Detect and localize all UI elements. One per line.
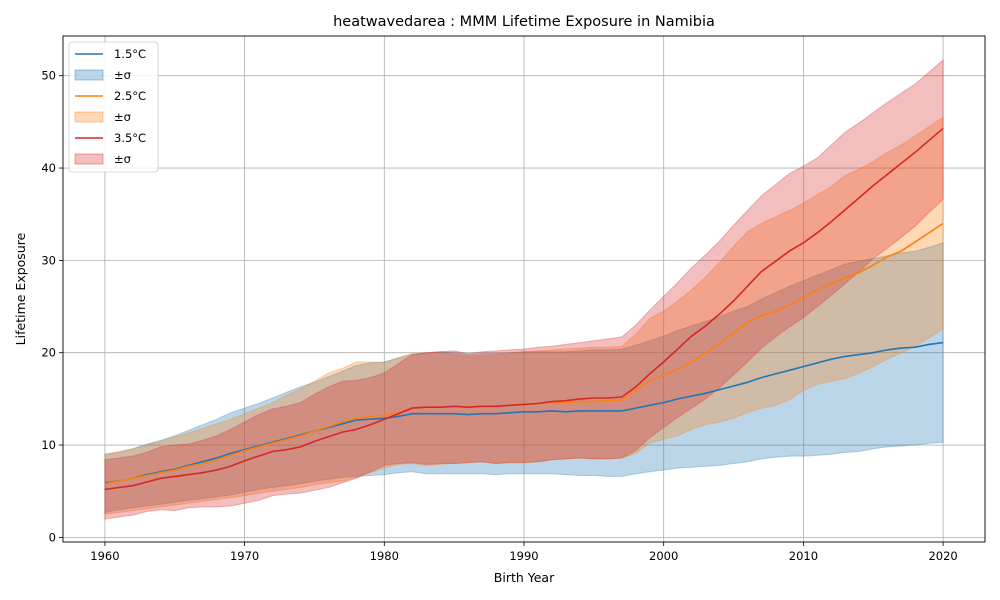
legend-label-series: 3.5°C bbox=[114, 131, 146, 145]
legend-label-band: ±σ bbox=[114, 152, 131, 166]
x-tick-label: 2020 bbox=[928, 549, 957, 563]
legend-label-band: ±σ bbox=[114, 68, 131, 82]
sigma-bands bbox=[104, 58, 944, 520]
x-tick-label: 2010 bbox=[789, 549, 818, 563]
legend-band-swatch bbox=[74, 69, 104, 81]
mean-line-series-1 bbox=[104, 341, 944, 484]
y-axis-ticks: 0 10 20 30 40 50 bbox=[41, 69, 63, 544]
mean-lines bbox=[104, 127, 944, 491]
legend-band-swatch bbox=[74, 153, 104, 165]
sigma-band-series-1 bbox=[104, 242, 944, 514]
x-tick-label: 1970 bbox=[230, 549, 259, 563]
y-tick-label: 20 bbox=[41, 346, 56, 360]
x-axis-ticks: 1960 1970 1980 1990 2000 2010 2020 bbox=[90, 542, 958, 563]
legend-label-series: 2.5°C bbox=[114, 89, 146, 103]
legend-box bbox=[68, 41, 159, 173]
legend-band-swatch bbox=[74, 111, 104, 123]
legend-label-band: ±σ bbox=[114, 110, 131, 124]
sigma-band-series-3 bbox=[104, 58, 944, 520]
mean-line-series-3 bbox=[104, 127, 944, 491]
y-tick-label: 0 bbox=[49, 530, 56, 544]
sigma-band-series-2 bbox=[104, 116, 944, 515]
y-tick-label: 30 bbox=[41, 253, 56, 267]
x-axis-label: Birth Year bbox=[494, 570, 555, 585]
y-axis-label: Lifetime Exposure bbox=[13, 232, 28, 345]
x-tick-label: 1980 bbox=[370, 549, 399, 563]
x-tick-label: 2000 bbox=[649, 549, 678, 563]
x-tick-label: 1990 bbox=[509, 549, 538, 563]
x-tick-label: 1960 bbox=[90, 549, 119, 563]
y-tick-label: 10 bbox=[41, 438, 56, 452]
legend: 1.5°C ±σ 2.5°C ±σ 3.5°C ±σ bbox=[68, 41, 159, 173]
y-tick-label: 50 bbox=[41, 69, 56, 83]
chart-title: heatwavedarea : MMM Lifetime Exposure in… bbox=[333, 14, 715, 30]
y-tick-label: 40 bbox=[41, 161, 56, 175]
grid bbox=[63, 36, 985, 542]
legend-label-series: 1.5°C bbox=[114, 47, 146, 61]
